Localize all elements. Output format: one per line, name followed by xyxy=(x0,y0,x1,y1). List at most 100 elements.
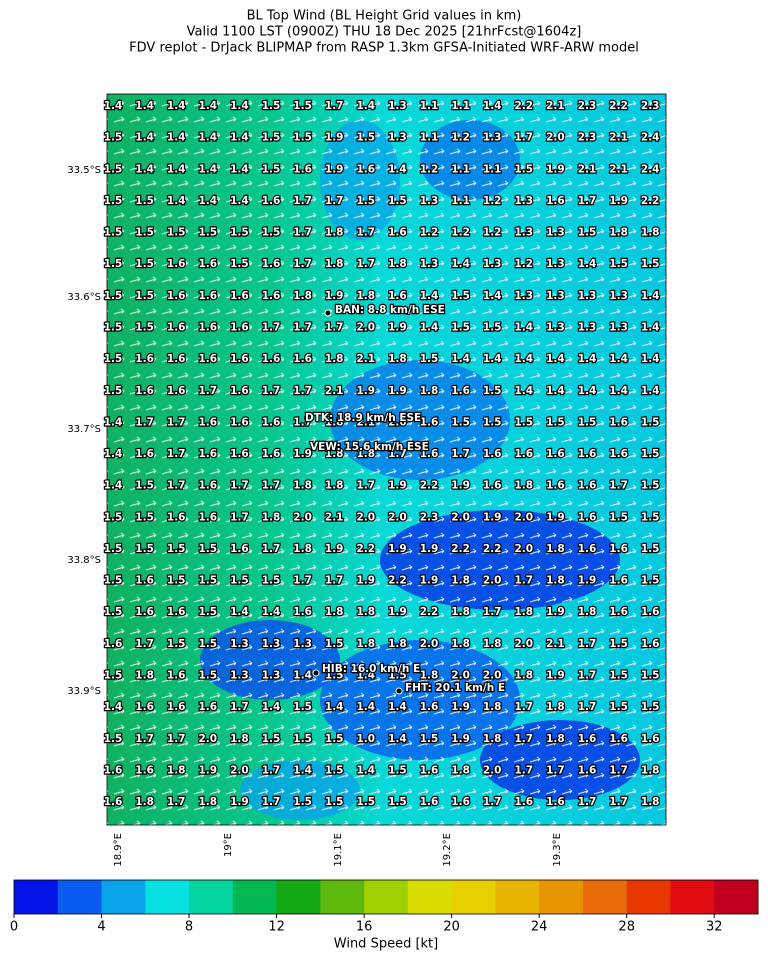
grid-value: 1.3 xyxy=(230,670,249,682)
grid-value: 1.7 xyxy=(135,416,154,428)
grid-value: 1.4 xyxy=(514,321,533,333)
grid-value: 1.5 xyxy=(356,132,375,144)
grid-value: 1.7 xyxy=(293,321,312,333)
grid-value: 1.4 xyxy=(546,385,565,397)
grid-value: 1.2 xyxy=(483,227,502,239)
grid-value: 1.6 xyxy=(451,385,470,397)
grid-value: 1.7 xyxy=(483,606,502,618)
grid-value: 1.3 xyxy=(609,321,628,333)
colorbar-segment xyxy=(232,880,278,914)
grid-value: 1.5 xyxy=(420,353,439,365)
grid-value: 1.6 xyxy=(546,448,565,460)
colorbar-tick-label: 24 xyxy=(531,920,548,935)
grid-value: 1.7 xyxy=(167,448,186,460)
grid-value: 1.6 xyxy=(293,163,312,175)
title-line: BL Top Wind (BL Height Grid values in km… xyxy=(247,9,522,24)
grid-value: 1.6 xyxy=(198,290,217,302)
grid-value: 1.4 xyxy=(356,670,375,682)
grid-value: 1.7 xyxy=(262,385,281,397)
grid-value: 1.5 xyxy=(293,733,312,745)
grid-value: 1.4 xyxy=(230,100,249,112)
grid-value: 2.1 xyxy=(356,353,375,365)
grid-value: 1.3 xyxy=(293,638,312,650)
grid-value: 1.6 xyxy=(609,416,628,428)
grid-value: 1.6 xyxy=(135,353,154,365)
grid-value: 1.6 xyxy=(167,511,186,523)
grid-value: 1.7 xyxy=(293,258,312,270)
grid-value: 1.5 xyxy=(641,670,660,682)
station-label: DTK: 18.9 km/h ESE xyxy=(305,412,421,424)
grid-value: 1.5 xyxy=(198,543,217,555)
lon-label: 19.2°E xyxy=(442,833,453,867)
lat-label: 33.8°S xyxy=(67,555,101,566)
grid-value: 1.8 xyxy=(293,290,312,302)
grid-value: 1.4 xyxy=(104,701,123,713)
grid-value: 2.0 xyxy=(483,670,502,682)
grid-value: 1.7 xyxy=(325,100,344,112)
grid-value: 1.8 xyxy=(451,638,470,650)
colorbar-tick-label: 0 xyxy=(10,920,18,935)
grid-value: 1.4 xyxy=(198,195,217,207)
grid-value: 1.6 xyxy=(451,796,470,808)
grid-value: 1.3 xyxy=(578,321,597,333)
grid-value: 2.1 xyxy=(325,511,344,523)
colorbar-segment xyxy=(626,880,671,914)
grid-value: 2.1 xyxy=(546,100,565,112)
grid-value: 1.9 xyxy=(451,480,470,492)
grid-value: 1.4 xyxy=(514,385,533,397)
grid-value: 2.3 xyxy=(578,132,597,144)
grid-value: 1.6 xyxy=(104,764,123,776)
grid-value: 1.4 xyxy=(641,321,660,333)
grid-value: 1.5 xyxy=(135,543,154,555)
grid-value: 1.7 xyxy=(293,575,312,587)
grid-value: 1.6 xyxy=(293,353,312,365)
grid-value: 1.5 xyxy=(262,132,281,144)
grid-value: 1.5 xyxy=(514,163,533,175)
grid-value: 1.5 xyxy=(356,796,375,808)
station-dot xyxy=(395,687,403,695)
grid-value: 1.5 xyxy=(609,701,628,713)
lat-label: 33.5°S xyxy=(67,165,101,176)
grid-value: 1.6 xyxy=(420,764,439,776)
grid-value: 1.7 xyxy=(293,227,312,239)
grid-value: 1.2 xyxy=(451,132,470,144)
grid-value: 1.4 xyxy=(483,290,502,302)
grid-value: 1.6 xyxy=(641,606,660,618)
grid-value: 1.6 xyxy=(609,606,628,618)
grid-value: 1.9 xyxy=(325,543,344,555)
grid-value: 1.6 xyxy=(578,511,597,523)
grid-value: 1.6 xyxy=(198,480,217,492)
grid-value: 1.3 xyxy=(230,638,249,650)
grid-value: 1.4 xyxy=(230,163,249,175)
grid-value: 1.8 xyxy=(135,796,154,808)
colorbar-segment xyxy=(495,880,540,914)
grid-value: 1.7 xyxy=(167,796,186,808)
grid-value: 1.6 xyxy=(167,670,186,682)
grid-value: 1.6 xyxy=(262,290,281,302)
grid-value: 1.8 xyxy=(483,638,502,650)
grid-value: 1.6 xyxy=(230,321,249,333)
grid-value: 2.4 xyxy=(641,132,660,144)
colorbar-tick-label: 32 xyxy=(706,920,723,935)
grid-value: 2.1 xyxy=(546,638,565,650)
grid-value: 1.8 xyxy=(230,733,249,745)
colorbar-tick-label: 28 xyxy=(618,920,635,935)
grid-value: 2.0 xyxy=(293,511,312,523)
grid-value: 1.6 xyxy=(609,448,628,460)
grid-value: 1.9 xyxy=(356,575,375,587)
grid-value: 1.3 xyxy=(420,258,439,270)
grid-value: 2.0 xyxy=(356,511,375,523)
grid-value: 1.6 xyxy=(578,764,597,776)
grid-value: 1.6 xyxy=(135,764,154,776)
grid-value: 1.5 xyxy=(104,163,123,175)
grid-value: 1.8 xyxy=(293,480,312,492)
grid-value: 1.6 xyxy=(483,448,502,460)
grid-value: 1.1 xyxy=(420,100,439,112)
grid-value: 1.5 xyxy=(198,606,217,618)
grid-value: 1.6 xyxy=(198,448,217,460)
grid-value: 1.7 xyxy=(388,448,407,460)
grid-value: 1.5 xyxy=(198,638,217,650)
grid-value: 1.6 xyxy=(167,290,186,302)
grid-value: 1.5 xyxy=(104,290,123,302)
